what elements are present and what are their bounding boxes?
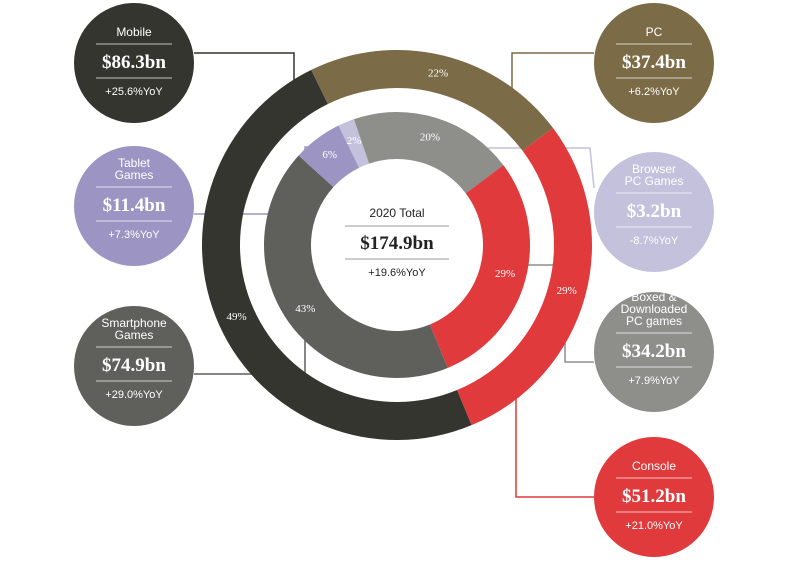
callout-title-browser: PC Games bbox=[625, 174, 684, 188]
callout-pc: PC $37.4bn +6.2%YoY bbox=[594, 3, 714, 123]
callout-title-tablet: Tablet bbox=[118, 156, 151, 170]
callout-title-smartphone: Games bbox=[115, 328, 154, 342]
callout-title-browser: Browser bbox=[632, 162, 676, 176]
outer-label-mobile: 49% bbox=[227, 311, 247, 323]
callout-yoy-console: +21.0%YoY bbox=[625, 520, 683, 532]
callout-title-boxed: PC games bbox=[626, 314, 682, 328]
callout-title-smartphone: Smartphone bbox=[101, 316, 167, 330]
callout-value-browser: $3.2bn bbox=[627, 201, 682, 222]
callout-title-mobile: Mobile bbox=[116, 25, 152, 39]
callout-yoy-browser: -8.7%YoY bbox=[630, 235, 679, 247]
inner-ring: 43% 6% 2% 20% 29% bbox=[263, 111, 531, 378]
callouts: Mobile$86.3bn+25.6%YoYTabletGames$11.4bn… bbox=[74, 3, 714, 557]
callout-circle-pc bbox=[594, 3, 714, 123]
callout-value-console: $51.2bn bbox=[622, 486, 686, 507]
callout-value-pc: $37.4bn bbox=[622, 52, 686, 73]
inner-label-boxed-downloaded-pc-games: 20% bbox=[420, 131, 440, 143]
callout-value-smartphone: $74.9bn bbox=[102, 355, 166, 376]
outer-slice-console bbox=[457, 127, 592, 426]
outer-slice-mobile bbox=[202, 69, 472, 440]
leader-line-mobile bbox=[194, 52, 295, 93]
outer-slice-pc bbox=[311, 49, 553, 151]
outer-ring: 49% 22% 29% bbox=[202, 49, 592, 440]
callout-mobile: Mobile $86.3bn +25.6%YoY bbox=[74, 3, 194, 123]
center-total: 2020 Total $174.9bn +19.6%YoY bbox=[345, 206, 449, 279]
inner-slice-browser-pc-games bbox=[338, 119, 370, 168]
callout-yoy-smartphone: +29.0%YoY bbox=[105, 389, 163, 401]
callout-circle-boxed bbox=[594, 292, 714, 412]
callout-circle-smartphone bbox=[74, 306, 194, 426]
inner-label-smartphone-games: 43% bbox=[295, 303, 315, 315]
inner-label-console: 29% bbox=[495, 268, 515, 280]
callout-yoy-mobile: +25.6%YoY bbox=[105, 86, 163, 98]
inner-slice-tablet-games bbox=[298, 125, 360, 188]
callout-value-mobile: $86.3bn bbox=[102, 52, 166, 73]
callout-yoy-tablet: +7.3%YoY bbox=[108, 229, 160, 241]
callout-yoy-pc: +6.2%YoY bbox=[628, 86, 680, 98]
center-title: 2020 Total bbox=[369, 206, 424, 220]
callout-title-pc: PC bbox=[646, 25, 663, 39]
callout-title-boxed: Boxed & bbox=[631, 290, 676, 304]
callout-title-boxed: Downloaded bbox=[621, 302, 688, 316]
inner-slice-smartphone-games bbox=[263, 155, 448, 378]
inner-slice-boxed-downloaded-pc-games bbox=[353, 111, 504, 194]
callout-title-tablet: Games bbox=[115, 168, 154, 182]
callout-console: Console $51.2bn +21.0%YoY bbox=[594, 437, 714, 557]
leader-line-console bbox=[515, 388, 594, 498]
callout-circle-console bbox=[594, 437, 714, 557]
callout-yoy-boxed: +7.9%YoY bbox=[628, 375, 680, 387]
callout-circle-browser bbox=[594, 152, 714, 272]
callout-title-console: Console bbox=[632, 459, 676, 473]
inner-label-tablet-games: 6% bbox=[322, 149, 337, 161]
center-yoy: +19.6%YoY bbox=[368, 267, 426, 279]
callout-value-tablet: $11.4bn bbox=[103, 195, 166, 216]
inner-label-browser-pc-games: 2% bbox=[347, 135, 362, 147]
callout-circle-tablet bbox=[74, 146, 194, 266]
outer-label-pc: 22% bbox=[428, 67, 448, 79]
center-value: $174.9bn bbox=[360, 233, 434, 254]
callout-value-boxed: $34.2bn bbox=[622, 341, 686, 362]
inner-slice-console bbox=[429, 165, 531, 368]
callout-circle-mobile bbox=[74, 3, 194, 123]
outer-label-console: 29% bbox=[557, 285, 577, 297]
leader-line-pc bbox=[511, 52, 594, 98]
